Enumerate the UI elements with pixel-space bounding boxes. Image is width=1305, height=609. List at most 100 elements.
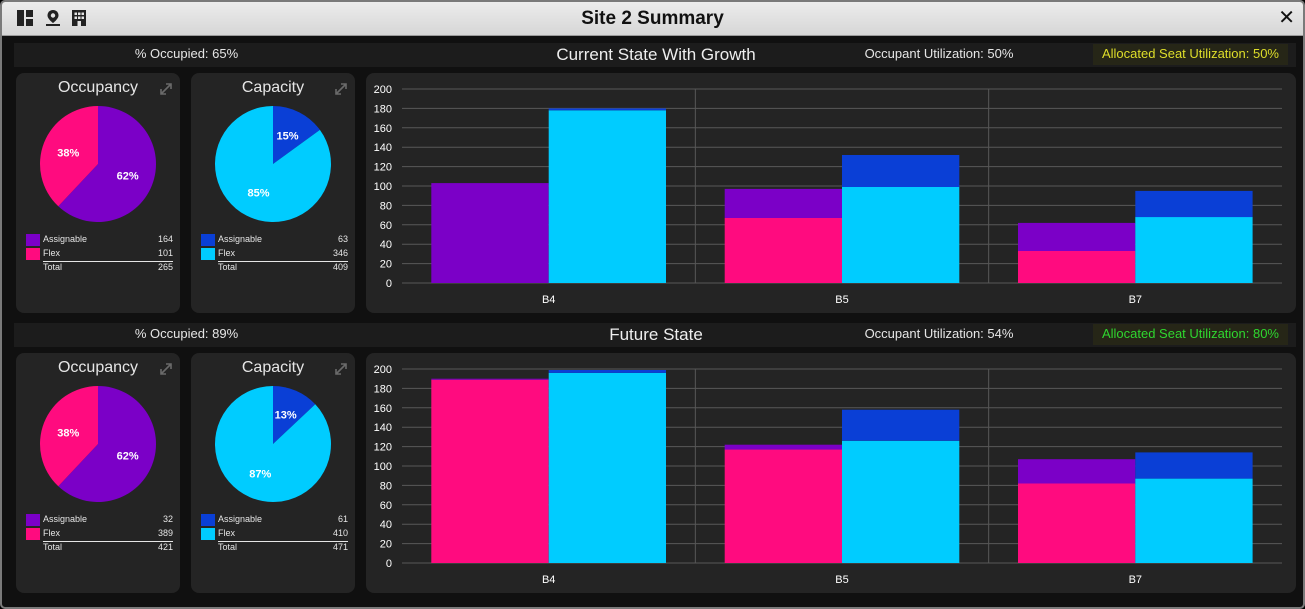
card-title: Occupancy	[57, 79, 139, 96]
legend-row-assignable: Assignable 61	[201, 513, 348, 527]
card-title: Occupancy	[57, 359, 139, 376]
title-bar: Site 2 Summary ✕	[2, 2, 1303, 36]
bar-segment-b5-occupancy	[724, 444, 842, 450]
future-state-section: % Occupied: 89% Future State Occupant Ut…	[14, 323, 1296, 597]
y-tick-label: 0	[386, 278, 392, 290]
x-tick-label: B4	[542, 574, 555, 586]
legend-row-flex: Flex 410	[201, 527, 348, 541]
expand-icon[interactable]	[333, 361, 349, 377]
pie-slice-label: 62%	[117, 171, 139, 183]
legend-row-flex: Flex 389	[26, 527, 173, 541]
bar-chart-card: 0 20 40 60 80 100 120 140 160 180 200 B4 B5 B7	[366, 73, 1296, 313]
legend-label: Flex	[43, 248, 61, 258]
window-title: Site 2 Summary	[581, 8, 724, 29]
legend-row-assignable: Assignable 32	[26, 513, 173, 527]
legend-label: Assignable	[43, 514, 88, 524]
y-tick-label: 100	[374, 461, 392, 473]
legend-label: Flex	[43, 528, 61, 538]
legend-swatch	[201, 248, 215, 260]
y-tick-label: 80	[380, 200, 392, 212]
bar-chart-card: 0 20 40 60 80 100 120 140 160 180 200 B4 B5 B7	[366, 353, 1296, 593]
y-tick-label: 180	[374, 383, 392, 395]
expand-icon[interactable]	[158, 361, 174, 377]
bar-segment-b7-capacity	[1135, 452, 1253, 479]
y-tick-label: 140	[374, 422, 392, 434]
pie-slice-assignable	[273, 106, 320, 164]
occupancy-card: Occupancy 62% 38% Assignable 32 Flex 389	[16, 353, 180, 593]
bar-segment-b5-capacity	[842, 187, 960, 283]
legend-row-assignable: Assignable 164	[26, 233, 173, 247]
allocated-seat-utilization: Allocated Seat Utilization: 50%	[1092, 44, 1288, 65]
legend-label: Flex	[218, 248, 236, 258]
legend-label: Total	[43, 542, 63, 552]
bar-segment-b4-capacity	[548, 370, 666, 373]
legend-row-flex: Flex 101	[26, 247, 173, 261]
legend-swatch	[201, 514, 215, 526]
pie-slice-flex	[40, 106, 98, 207]
section-title: Current State With Growth	[556, 45, 756, 64]
expand-icon[interactable]	[158, 81, 174, 97]
bar-segment-b7-capacity	[1135, 478, 1253, 563]
legend-value: 410	[332, 528, 348, 538]
pie-slice-flex	[40, 386, 98, 487]
section-title: Future State	[609, 325, 703, 344]
bar-segment-b7-occupancy	[1018, 483, 1136, 563]
layout-grid-icon[interactable]	[16, 9, 34, 27]
legend-divider	[43, 261, 173, 262]
y-tick-label: 200	[374, 364, 392, 376]
occupancy-pie: 62% 38%	[40, 386, 157, 502]
y-tick-label: 40	[380, 239, 392, 251]
y-tick-label: 160	[374, 403, 392, 415]
legend-value: 389	[157, 528, 173, 538]
legend-swatch	[201, 528, 215, 540]
y-tick-label: 20	[380, 539, 392, 551]
legend-value: 32	[162, 514, 173, 524]
legend-row-flex: Flex 346	[201, 247, 348, 261]
card-title: Capacity	[241, 79, 305, 96]
occupied-percent: % Occupied: 89%	[134, 326, 239, 341]
capacity-pie: 15% 85%	[214, 106, 331, 222]
legend-label: Total	[218, 262, 238, 272]
occupancy-pie: 62% 38%	[40, 106, 157, 222]
capacity-card: Capacity 15% 85% Assignable 63 Flex 346	[191, 73, 355, 313]
capacity-legend: Assignable 63 Flex 346 Total 409	[201, 233, 348, 275]
expand-icon[interactable]	[333, 81, 349, 97]
legend-row-total: Total 265	[26, 261, 173, 275]
capacity-pie: 13% 87%	[214, 386, 331, 502]
legend-value: 421	[157, 542, 173, 552]
occupancy-legend: Assignable 164 Flex 101 Total 265	[26, 233, 173, 275]
bar-segment-b7-occupancy	[1018, 222, 1136, 251]
legend-value: 61	[337, 514, 348, 524]
bar-segment-b5-capacity	[842, 409, 960, 441]
card-title: Capacity	[241, 359, 305, 376]
pie-slice-flex	[214, 106, 331, 222]
pie-slice-label: 13%	[275, 410, 297, 422]
legend-value: 63	[337, 234, 348, 244]
bar-segment-b4-occupancy	[431, 378, 549, 380]
y-tick-label: 120	[374, 162, 392, 174]
close-icon[interactable]: ✕	[1278, 7, 1295, 29]
bar-segment-b5-capacity	[842, 155, 960, 187]
building-icon[interactable]	[70, 9, 88, 27]
pie-slice-assignable	[58, 106, 157, 222]
capacity-legend: Assignable 61 Flex 410 Total 471	[201, 513, 348, 555]
y-tick-label: 0	[386, 558, 392, 570]
legend-row-assignable: Assignable 63	[201, 233, 348, 247]
x-tick-label: B7	[1129, 294, 1142, 306]
occupant-utilization: Occupant Utilization: 54%	[864, 326, 1014, 341]
legend-label: Assignable	[43, 234, 88, 244]
y-tick-label: 60	[380, 500, 392, 512]
legend-label: Flex	[218, 528, 236, 538]
pie-slice-label: 15%	[276, 131, 298, 143]
legend-divider	[218, 541, 348, 542]
bar-segment-b7-capacity	[1135, 217, 1253, 283]
legend-label: Total	[43, 262, 63, 272]
occupancy-legend: Assignable 32 Flex 389 Total 421	[26, 513, 173, 555]
legend-swatch	[26, 528, 40, 540]
y-tick-label: 40	[380, 519, 392, 531]
legend-swatch	[26, 514, 40, 526]
allocated-seat-utilization: Allocated Seat Utilization: 80%	[1092, 324, 1288, 345]
pie-slice-flex	[214, 386, 331, 502]
bar-segment-b7-capacity	[1135, 190, 1253, 218]
map-pin-icon[interactable]	[44, 9, 62, 27]
